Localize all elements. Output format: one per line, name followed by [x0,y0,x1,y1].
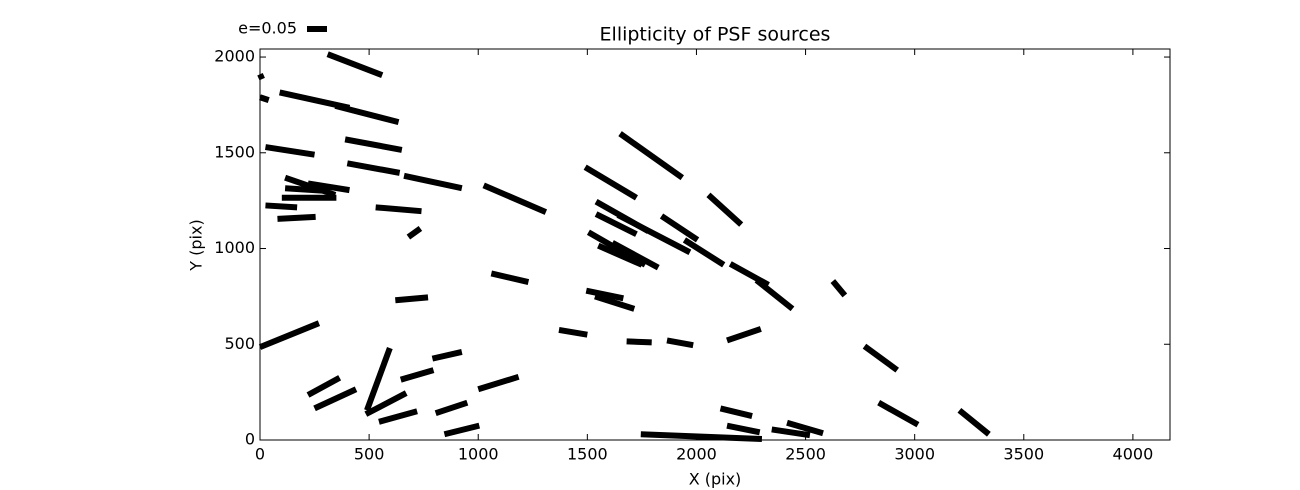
ellipticity-stick [862,343,899,373]
ellipticity-stick [583,164,638,201]
ellipticity-stick [585,287,624,302]
ellipticity-stick [640,431,763,443]
ellipticity-stick [364,390,408,417]
ellipticity-stick [259,94,270,103]
ellipticity-stick [626,338,652,346]
ellipticity-stick [682,237,726,268]
x-tick-label: 3000 [894,445,935,464]
y-tick-label: 500 [224,334,255,353]
x-tick-label: 1500 [567,445,608,464]
chart-title: Ellipticity of PSF sources [600,24,831,46]
ellipticity-stick [594,211,638,237]
ellipticity-stick [313,386,358,412]
ellipticity-stick [306,375,342,398]
ellipticity-stick [957,407,991,437]
legend-label: e=0.05 [238,19,297,38]
ellipticity-stick [277,213,316,222]
x-tick-label: 2500 [785,445,826,464]
ellipticity-stick [754,277,795,312]
y-tick-label: 0 [245,430,255,449]
ellipticity-stick [403,172,463,192]
ellipticity-stick [786,419,824,437]
x-tick-label: 1000 [458,445,499,464]
ellipticity-stick [719,405,753,419]
ellipticity-stick [364,347,393,412]
ellipticity-stick [877,400,920,428]
x-tick-label: 4000 [1113,445,1154,464]
ellipticity-stick [443,422,481,438]
y-tick-label: 1500 [214,142,255,161]
y-tick-label: 1000 [214,238,255,257]
ellipticity-stick [558,326,588,338]
ellipticity-stick [395,294,429,304]
ellipticity-stick [618,131,684,181]
ellipticity-stick [307,180,350,194]
ellipticity-stick [264,144,316,158]
ellipticity-stick [726,422,761,436]
ellipticity-stick [830,279,848,298]
x-tick-label: 500 [354,445,385,464]
ellipticity-stick [666,337,694,349]
ellipticity-stick [482,182,548,215]
plot-frame [259,48,1171,441]
ellipticity-stick [265,202,298,211]
ellipticity-stick [771,426,811,439]
x-tick-label: 3500 [1003,445,1044,464]
ellipticity-stick [378,408,418,425]
ellipticity-stick [434,399,469,417]
x-axis-label: X (pix) [689,470,742,489]
ellipticity-stick [284,185,331,195]
ellipticity-stick [616,212,692,256]
x-tick-label: 2000 [676,445,717,464]
ellipticity-stick [334,102,400,126]
ellipticity-stick [399,367,435,383]
ellipticity-stick [258,320,321,350]
ellipticity-stick [477,373,520,393]
ellipticity-stick [431,348,463,362]
ellipticity-stick [706,192,744,227]
ellipticity-stick [597,242,644,268]
ellipticity-stick [659,213,700,243]
ellipticity-stick [346,160,401,176]
ellipticity-stick [326,51,384,79]
ellipticity-stick [594,293,636,312]
ellipticity-stick [490,270,530,285]
x-tick-label: 0 [255,445,265,464]
ellipticity-stick [726,326,762,344]
ellipticity-stick [375,204,422,215]
y-tick-label: 2000 [214,47,255,66]
ellipticity-stick [344,136,403,153]
ellipticity-stick [611,240,660,271]
y-axis-label: Y (pix) [187,219,206,271]
ellipticity-stick [406,225,423,240]
